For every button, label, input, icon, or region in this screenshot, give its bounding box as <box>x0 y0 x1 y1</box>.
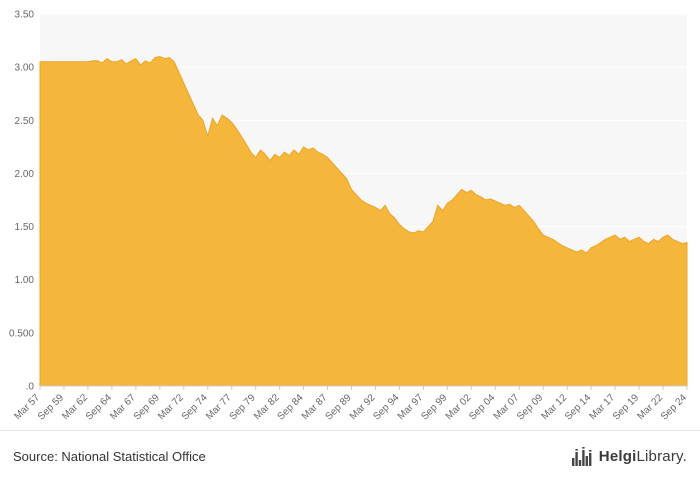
helgilibrary-logo-text: HelgiLibrary. <box>599 448 687 465</box>
y-tick-label: 2.50 <box>15 116 35 127</box>
x-tick-label: Sep 09 <box>515 392 545 422</box>
helgilibrary-logo: HelgiLibrary. <box>571 446 687 468</box>
y-tick-label: 3.00 <box>15 63 35 74</box>
x-tick-label: Sep 04 <box>467 392 497 422</box>
logo-text-rest: Library. <box>636 448 687 465</box>
chart-container: 3.50 3.00 2.50 2.00 1.50 1.00 0.500.0 Mar 57 Sep… <box>8 9 690 423</box>
y-tick-label: .0 <box>26 382 35 393</box>
x-tick-label: Sep 64 <box>84 392 114 422</box>
x-tick-label: Sep 84 <box>276 392 306 422</box>
area-series <box>39 55 688 387</box>
y-tick-label: 1.50 <box>15 222 35 233</box>
source-label: Source: National Statistical Office <box>13 449 206 464</box>
x-tick-label: Sep 24 <box>659 392 689 422</box>
x-tick-label: Sep 99 <box>419 392 449 422</box>
x-tick-label: Sep 69 <box>132 392 162 422</box>
helgilibrary-logo-icon <box>571 446 592 466</box>
x-tick-label: Sep 94 <box>371 392 401 422</box>
x-tick-label: Sep 79 <box>228 392 258 422</box>
x-tick-label: Sep 14 <box>563 392 593 422</box>
logo-text-bold: Helgi <box>598 448 637 465</box>
y-tick-label: 0.500 <box>9 328 34 339</box>
x-tick-label: Sep 59 <box>36 392 66 422</box>
x-tick-label: Sep 74 <box>180 392 210 422</box>
y-tick-label: 2.00 <box>15 169 35 180</box>
x-tick-label: Sep 89 <box>323 392 353 422</box>
x-tick-label: Sep 19 <box>611 392 641 422</box>
y-tick-label: 1.00 <box>15 275 35 286</box>
chart-footer: Source: National Statistical Office Helg… <box>0 430 700 482</box>
y-tick-label: 3.50 <box>15 10 35 21</box>
